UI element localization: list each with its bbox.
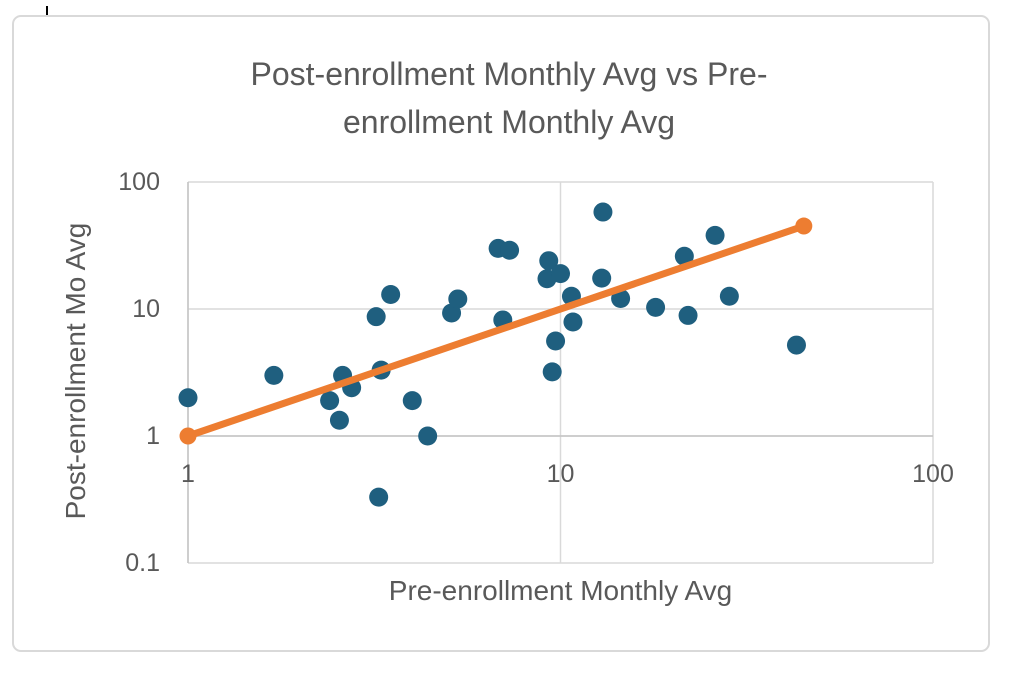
scatter-point (592, 268, 612, 288)
scatter-point (539, 251, 559, 271)
chart-frame[interactable] (12, 15, 990, 652)
scatter-point (705, 225, 725, 245)
x-tick-label-1: 1 (181, 460, 195, 488)
y-tick-label-10: 10 (132, 295, 160, 323)
scatter-point (646, 297, 666, 317)
scatter-point (593, 202, 613, 222)
scatter-point (178, 388, 198, 408)
scatter-point (551, 264, 570, 284)
scatter-point (264, 365, 284, 385)
x-axis-title: Pre-enrollment Monthly Avg (388, 575, 733, 606)
scatter-point (402, 391, 422, 411)
scatter-point (563, 312, 583, 332)
y-tick-label-0.1: 0.1 (125, 549, 160, 577)
y-axis-title: Post-enrollment Mo Avg (60, 222, 91, 520)
trend-line-end-marker (179, 427, 197, 445)
scatter-point (381, 285, 401, 305)
scatter-point (366, 307, 386, 327)
scatter-point (500, 240, 520, 260)
scatter-point (418, 426, 438, 446)
x-tick-label-100: 100 (912, 460, 954, 488)
y-tick-label-100: 100 (118, 168, 160, 196)
scatter-point (786, 335, 806, 355)
plot-area (178, 181, 934, 564)
scatter-point (678, 305, 698, 325)
chart-title-line1: Post-enrollment Monthly Avg vs Pre- (250, 56, 768, 92)
scatter-point (448, 289, 468, 309)
chart-title-line2: enrollment Monthly Avg (342, 104, 676, 140)
trend-line (184, 222, 808, 440)
scatter-point (719, 286, 739, 306)
scatter-point (369, 487, 389, 507)
scatter-point (546, 331, 566, 351)
scatter-point (674, 246, 694, 266)
scatter-point (542, 362, 562, 382)
scatter-point (329, 410, 349, 430)
x-tick-label-10: 10 (546, 460, 575, 488)
trend-line-end-marker (795, 217, 813, 235)
y-tick-label-1: 1 (146, 422, 160, 450)
chart-title: Post-enrollment Monthly Avg vs Pre- enro… (20, 50, 998, 146)
scatter-point (320, 391, 340, 411)
